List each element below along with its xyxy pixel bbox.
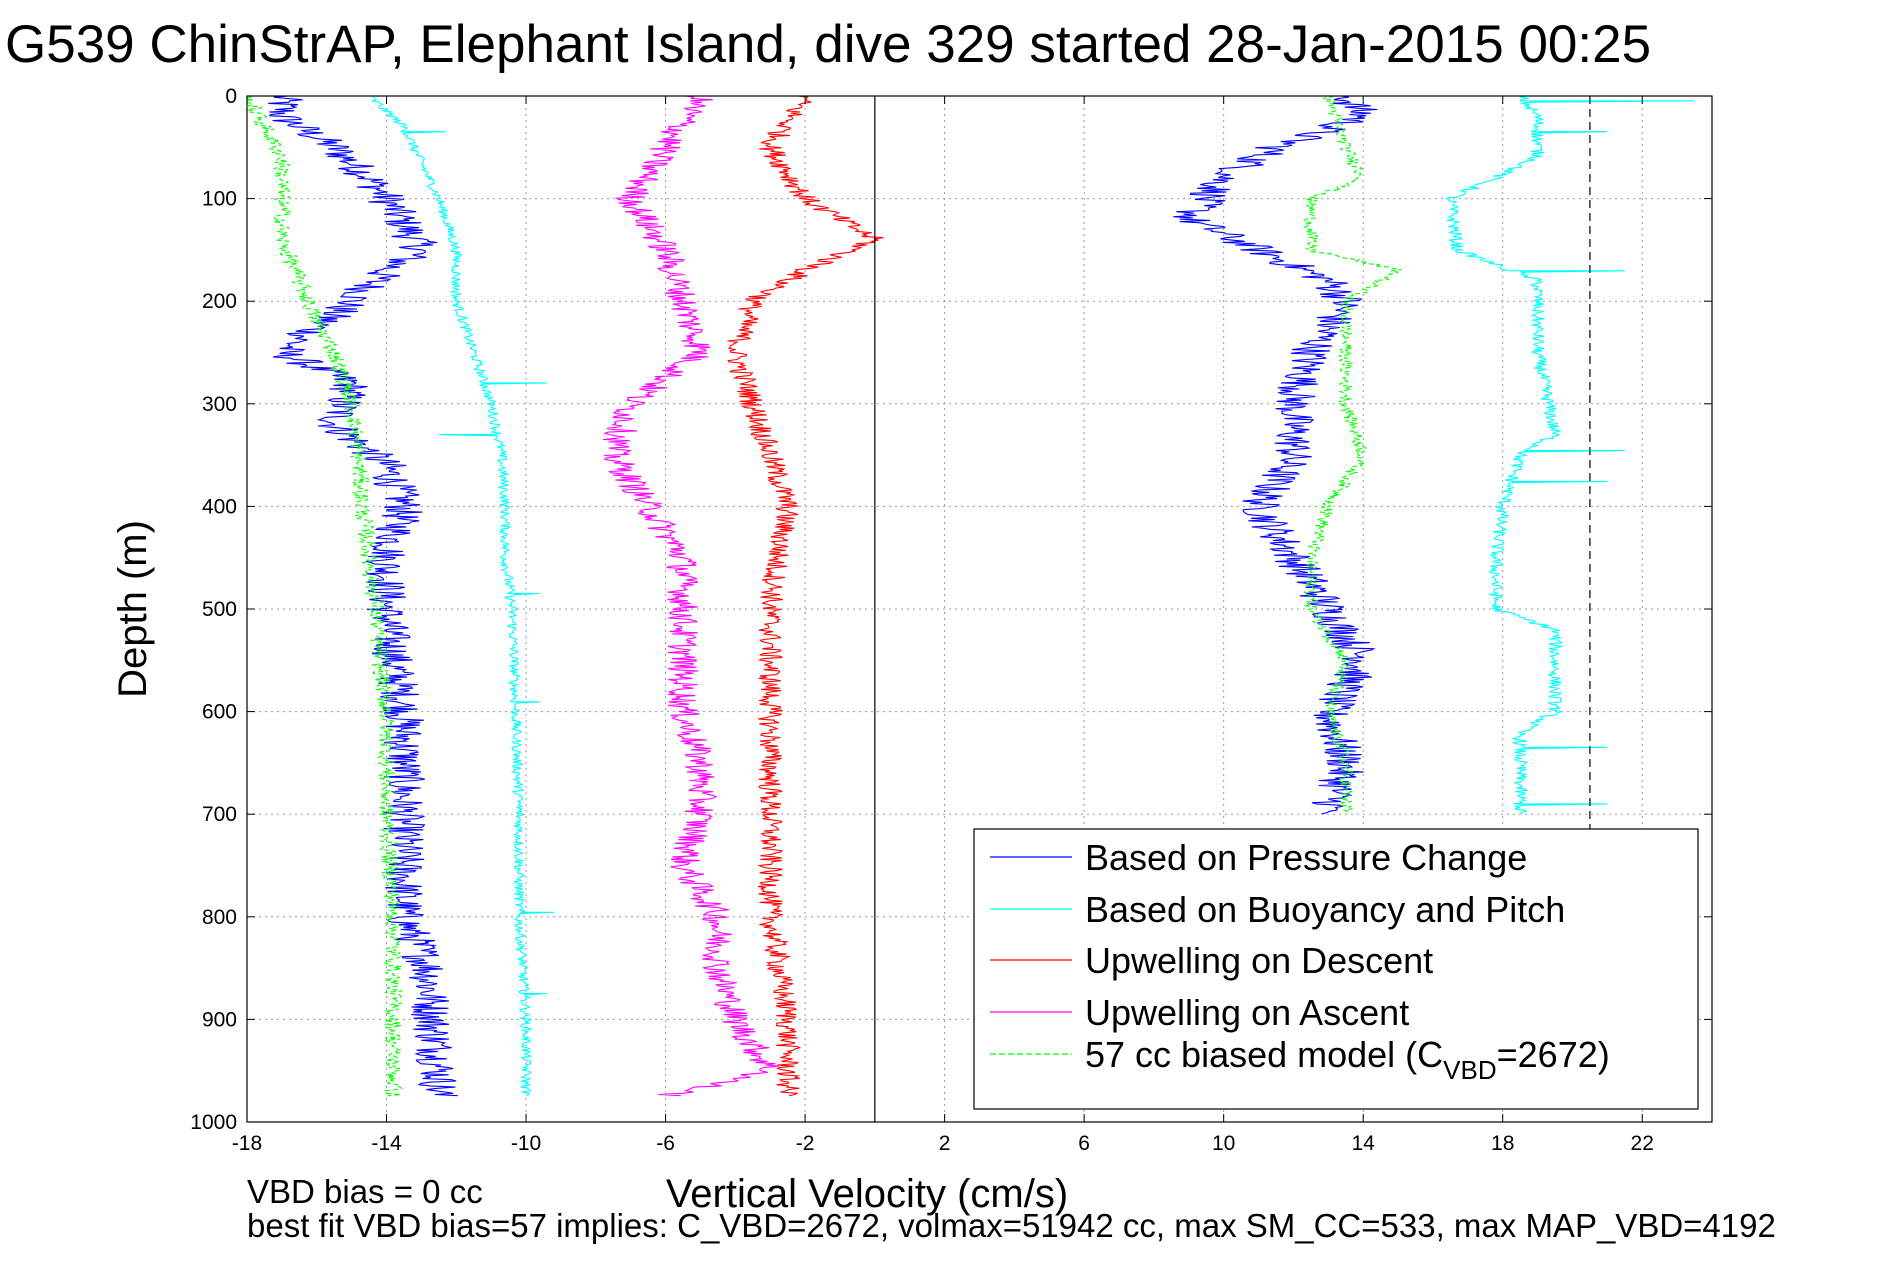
- series-line-upwelling_ascent: [603, 96, 779, 1097]
- y-tick-label: 0: [225, 85, 237, 108]
- x-tick-label: -2: [796, 1132, 815, 1155]
- x-tick-label: -18: [232, 1132, 262, 1155]
- legend-label-0: Based on Pressure Change: [1085, 837, 1527, 878]
- legend-box: [973, 828, 1699, 1110]
- chart-title: G539 ChinStrAP, Elephant Island, dive 32…: [5, 15, 1651, 74]
- x-tick-label: 14: [1352, 1132, 1376, 1155]
- reference-lines: [874, 96, 1591, 1122]
- x-axis-ticks: -18 -14 -10 -6 -2 2 6 10 14 18 22: [232, 96, 1654, 1155]
- y-tick-label: 100: [202, 188, 237, 211]
- series-line-buoyancy_descent: [370, 96, 555, 1097]
- legend-label-subscript: VBD: [1443, 1055, 1496, 1085]
- y-tick-label: 200: [202, 290, 237, 313]
- y-tick-label: 400: [202, 495, 237, 518]
- series-line-pressure_ascent: [1173, 96, 1378, 815]
- vbd-bias-note: VBD bias = 0 cc: [247, 1173, 483, 1210]
- x-tick-label: 6: [1078, 1132, 1090, 1155]
- legend-label-2: Upwelling on Descent: [1085, 940, 1433, 981]
- y-tick-label: 900: [202, 1008, 237, 1031]
- x-tick-label: -14: [371, 1132, 402, 1155]
- y-tick-label: 800: [202, 906, 237, 929]
- x-tick-label: -10: [511, 1132, 541, 1155]
- legend-label-tail: =2672): [1497, 1034, 1610, 1075]
- series-line-biased_model_ascent: [1302, 96, 1402, 815]
- legend-label-3: Upwelling on Ascent: [1085, 992, 1409, 1033]
- y-tick-label: 600: [202, 701, 237, 724]
- x-tick-label: 22: [1631, 1132, 1654, 1155]
- x-tick-label: -6: [656, 1132, 675, 1155]
- y-tick-label: 700: [202, 803, 237, 826]
- legend-label-1: Based on Buoyancy and Pitch: [1085, 889, 1565, 930]
- legend: Based on Pressure Change Based on Buoyanc…: [973, 828, 1699, 1110]
- x-tick-label: 2: [939, 1132, 951, 1155]
- series-line-biased_model_descent: [247, 96, 404, 1097]
- y-axis-label: Depth (m): [111, 520, 155, 698]
- series-layer: [247, 96, 1695, 1097]
- x-axis-label: Vertical Velocity (cm/s): [666, 1172, 1068, 1216]
- y-tick-label: 300: [202, 393, 237, 416]
- series-line-upwelling_descent: [727, 96, 884, 1097]
- x-tick-label: 18: [1491, 1132, 1514, 1155]
- best-fit-note: best fit VBD bias=57 implies: C_VBD=2672…: [247, 1207, 1776, 1244]
- y-axis-ticks: 0 100 200 300 400 500 600 700 800 900 1000: [190, 85, 1712, 1134]
- legend-label-main: 57 cc biased model (C: [1085, 1034, 1443, 1075]
- legend-label-4: 57 cc biased model (CVBD=2672): [1085, 1034, 1610, 1085]
- y-tick-label: 500: [202, 598, 237, 621]
- y-tick-label: 1000: [190, 1111, 237, 1134]
- series-line-buoyancy_ascent: [1445, 96, 1695, 815]
- x-tick-label: 10: [1212, 1132, 1235, 1155]
- series-line-pressure_descent: [268, 96, 458, 1097]
